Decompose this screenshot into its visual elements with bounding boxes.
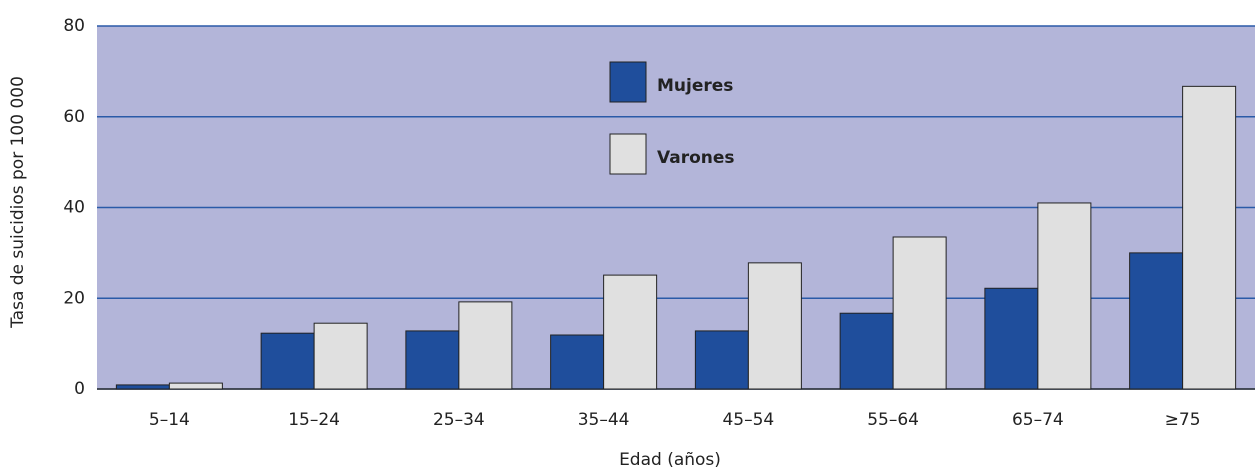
bar: [603, 274, 658, 390]
x-tick-label: 25–34: [433, 410, 485, 430]
bar: [313, 322, 368, 390]
legend-swatch: [609, 61, 647, 103]
x-tick-label: 55–64: [867, 410, 919, 430]
y-tick-label: 60: [63, 107, 85, 127]
bar: [747, 262, 802, 390]
y-axis-label: Tasa de suicidios por 100 000: [8, 76, 28, 329]
legend-label: Varones: [657, 148, 735, 168]
bar: [839, 312, 894, 390]
bar: [550, 334, 605, 390]
bar: [260, 332, 315, 390]
x-tick-label: 65–74: [1012, 410, 1064, 430]
bar: [115, 384, 170, 390]
bar: [1037, 202, 1092, 390]
legend-label: Mujeres: [657, 76, 733, 96]
x-tick-label: 45–54: [722, 410, 774, 430]
y-tick-label: 20: [63, 288, 85, 308]
y-tick-label: 40: [63, 198, 85, 218]
bar: [694, 330, 749, 390]
bar: [892, 236, 947, 390]
bar: [1182, 85, 1237, 390]
bar: [458, 301, 513, 390]
bar: [1129, 252, 1184, 390]
bar: [984, 287, 1039, 390]
bar: [405, 330, 460, 390]
x-axis-label: Edad (años): [619, 450, 721, 470]
bar: [168, 382, 223, 390]
x-tick-label: ≥75: [1165, 410, 1201, 430]
x-tick-label: 35–44: [578, 410, 630, 430]
y-tick-label: 80: [63, 16, 85, 36]
x-tick-label: 15–24: [288, 410, 340, 430]
x-tick-label: 5–14: [149, 410, 190, 430]
y-tick-label: 0: [74, 379, 85, 399]
legend-swatch: [609, 133, 647, 175]
